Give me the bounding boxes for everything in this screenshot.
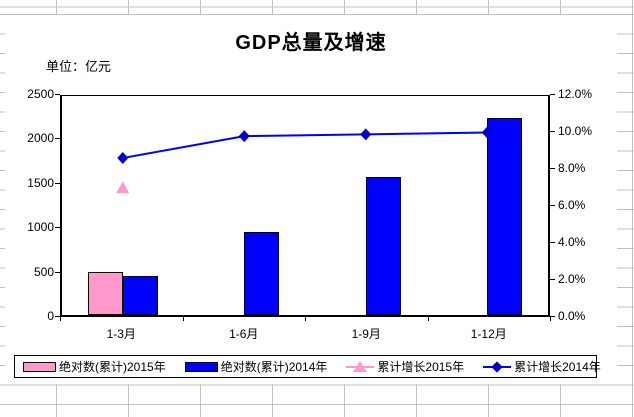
x-axis-tick <box>427 317 429 321</box>
line-s2[interactable] <box>122 131 488 160</box>
triangle-marker-s1[interactable] <box>116 181 130 194</box>
x-axis-category-label: 1-9月 <box>351 327 381 341</box>
diamond-marker-s2[interactable] <box>238 130 250 143</box>
diamond-marker-s2[interactable] <box>360 128 372 141</box>
left-axis-label: 0 <box>47 309 54 323</box>
diamond-marker-s2[interactable] <box>481 126 493 139</box>
x-axis-category-label: 1-12月 <box>470 327 507 341</box>
legend[interactable]: 绝对数(累计)2015年 绝对数(累计)2014年 累计增长2015年 累计增长201… <box>14 355 601 378</box>
left-axis-tick <box>55 182 60 184</box>
x-axis-tick <box>305 317 306 321</box>
right-axis-tick <box>550 94 555 95</box>
x-axis-tick <box>550 317 551 321</box>
chart-title: GDP总量及增速 <box>235 32 387 54</box>
right-axis-label: 12.0% <box>558 87 593 101</box>
legend-label: 绝对数(累计)2015年 <box>59 360 166 374</box>
left-axis-label: 500 <box>33 264 54 279</box>
left-axis-label: 2500 <box>27 87 54 101</box>
legend-line-diamond-icon <box>483 360 512 373</box>
left-axis-tick <box>55 138 60 140</box>
triangle-marker-icon <box>353 361 368 372</box>
left-axis-tick <box>55 316 60 317</box>
right-axis-tick <box>550 131 555 132</box>
right-axis-label: 2.0% <box>558 272 586 286</box>
bar-series-layer <box>62 96 548 315</box>
legend-item-2[interactable]: 绝对数(累计)2014年 <box>184 358 328 375</box>
right-axis-label: 8.0% <box>558 161 586 175</box>
bar-s2-c1[interactable] <box>122 275 158 315</box>
legend-label: 累计增长2014年 <box>514 360 601 374</box>
right-axis-tick <box>550 316 555 317</box>
left-axis-label: 1500 <box>27 175 54 190</box>
legend-swatch-icon <box>184 361 218 372</box>
gdp-chart-object[interactable]: GDP总量及增速 单位：亿元 0 500 1000 1500 2000 2500 0.0% 2… <box>5 15 617 384</box>
legend-label: 累计增长2015年 <box>377 360 465 374</box>
x-axis-tick <box>60 317 61 321</box>
x-axis-tick <box>182 317 184 321</box>
line-series-layer[interactable] <box>62 96 548 315</box>
plot-area <box>60 95 550 317</box>
bar-s2-c2[interactable] <box>244 231 280 315</box>
right-axis-tick <box>550 279 555 280</box>
left-axis-tick <box>55 271 60 273</box>
x-axis-category-label: 1-6月 <box>229 327 259 341</box>
right-axis-tick <box>550 205 555 206</box>
bar-s2-c4[interactable] <box>487 117 523 315</box>
left-axis-label: 1000 <box>27 220 54 235</box>
diamond-marker-icon <box>491 361 503 373</box>
right-axis-label: 0.0% <box>558 309 586 323</box>
bar-s1-c1[interactable] <box>87 272 123 315</box>
legend-label: 绝对数(累计)2014年 <box>220 360 328 374</box>
legend-line-triangle-icon <box>346 360 375 373</box>
right-axis-tick <box>550 242 555 243</box>
legend-item-1[interactable]: 绝对数(累计)2015年 <box>23 358 166 375</box>
right-axis-label: 6.0% <box>558 198 586 212</box>
unit-label: 单位：亿元 <box>46 59 112 74</box>
right-axis-tick <box>550 168 555 169</box>
legend-item-4[interactable]: 累计增长2014年 <box>483 358 601 375</box>
left-axis-label: 2000 <box>27 131 54 146</box>
right-axis-label: 10.0% <box>558 124 593 138</box>
x-axis-category-label: 1-3月 <box>106 327 136 341</box>
right-axis-label: 4.0% <box>558 235 586 249</box>
left-axis-tick <box>55 227 60 229</box>
bar-s2-c3[interactable] <box>365 177 401 315</box>
diamond-marker-s2[interactable] <box>117 152 129 165</box>
legend-swatch-icon <box>23 361 56 372</box>
left-axis-tick <box>55 94 60 95</box>
legend-item-3[interactable]: 累计增长2015年 <box>346 358 464 375</box>
